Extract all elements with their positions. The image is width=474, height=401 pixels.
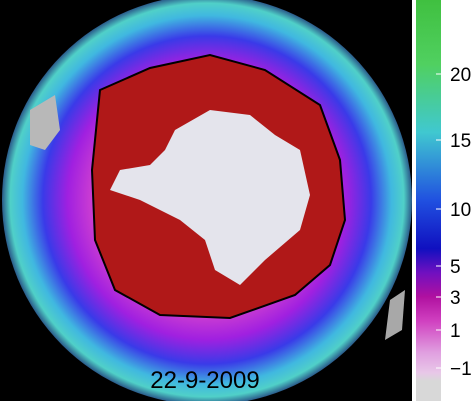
tick-label: 10: [450, 200, 471, 221]
date-label: 22-9-2009: [150, 367, 259, 394]
tick-label: 3: [450, 288, 461, 309]
tick-label: 20: [450, 65, 471, 86]
colorbar: [416, 0, 441, 401]
tick-label: −1: [450, 359, 472, 380]
antarctica: [110, 110, 310, 285]
colorbar-ticks: 20 15 10 5 3 1 −1: [436, 65, 472, 380]
south-america: [30, 95, 60, 150]
tick-label: 1: [450, 321, 461, 342]
tick-label: 15: [450, 131, 471, 152]
new-zealand: [385, 290, 405, 340]
tick-label: 5: [450, 257, 461, 278]
